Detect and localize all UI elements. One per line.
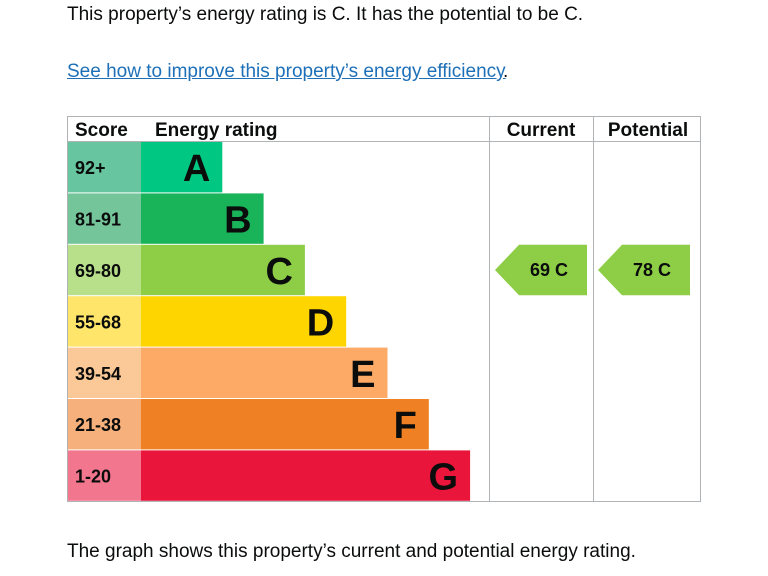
band-bar-f	[141, 399, 429, 450]
band-letter-b: B	[224, 200, 251, 242]
score-range-e: 39-54	[75, 364, 121, 384]
potential-rating-label: 78 C	[633, 260, 671, 280]
rating-summary-text: This property’s energy rating is C. It h…	[67, 4, 584, 25]
band-letter-c: C	[265, 251, 292, 293]
band-letter-e: E	[350, 354, 375, 396]
band-letter-a: A	[183, 148, 210, 190]
score-cell-f	[68, 399, 141, 450]
band-bar-g	[141, 450, 471, 501]
score-cell-c	[68, 244, 141, 296]
chart-frame	[67, 116, 701, 502]
score-cell-g	[68, 450, 141, 501]
score-range-f: 21-38	[75, 415, 121, 435]
band-letter-g: G	[429, 457, 459, 499]
score-cell-a	[68, 142, 141, 193]
score-range-d: 55-68	[75, 312, 121, 332]
current-rating-arrow	[495, 244, 587, 296]
band-bar-c	[141, 244, 305, 296]
score-range-b: 81-91	[75, 210, 121, 230]
band-letter-f: F	[394, 405, 417, 447]
header-current: Current	[507, 120, 576, 141]
improve-efficiency-link[interactable]: See how to improve this property’s energ…	[67, 61, 506, 82]
current-rating-label: 69 C	[530, 260, 568, 280]
link-period: .	[503, 61, 509, 82]
header-energy-rating: Energy rating	[155, 120, 277, 141]
rating-bands: 92+ A 81-91 B 69-80 C 55-68 D 39-54 E 21-38 F 1-20 G	[68, 142, 471, 501]
band-bar-e	[141, 347, 388, 398]
score-cell-d	[68, 296, 141, 347]
score-range-a: 92+	[75, 158, 106, 178]
band-bar-b	[141, 193, 264, 244]
header-potential: Potential	[608, 120, 688, 141]
chart-caption: The graph shows this property’s current …	[67, 541, 636, 562]
potential-rating-arrow	[598, 244, 690, 296]
score-cell-b	[68, 193, 141, 244]
score-cell-e	[68, 347, 141, 398]
band-bar-a	[141, 142, 223, 193]
band-letter-d: D	[307, 302, 334, 344]
score-range-g: 1-20	[75, 467, 111, 487]
header-score: Score	[75, 120, 128, 141]
band-bar-d	[141, 296, 347, 347]
score-range-c: 69-80	[75, 261, 121, 281]
